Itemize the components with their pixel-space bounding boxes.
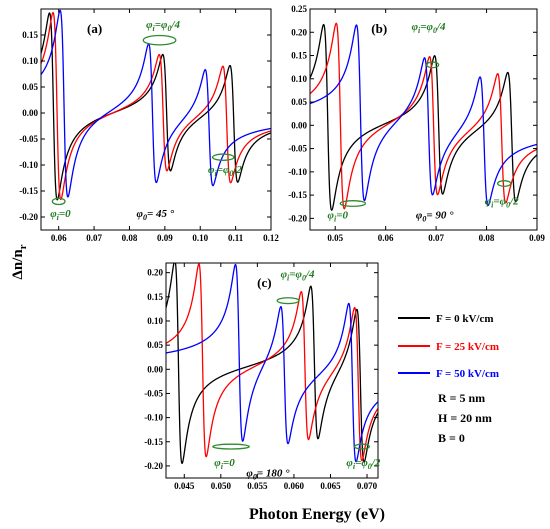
y-tick-label: 0.00 [147, 364, 163, 374]
x-tick-label: 0.09 [157, 233, 173, 243]
series-group [310, 22, 537, 211]
marker-ellipse [339, 200, 367, 207]
phi0-label: φ0= 45 ° [137, 208, 175, 222]
y-tick-label: 0.10 [22, 56, 38, 66]
y-tick-label: -0.15 [288, 190, 307, 200]
panel-label: (b) [371, 21, 387, 36]
x-tick-label: 0.055 [247, 481, 268, 491]
legend-label-f0: F = 0 kV/cm [436, 313, 494, 325]
x-tick-label: 0.045 [174, 481, 195, 491]
x-tick-label: 0.08 [479, 233, 495, 243]
marker-ellipse [142, 34, 177, 46]
x-tick-label: 0.060 [284, 481, 305, 491]
x-tick-label: 0.12 [263, 233, 279, 243]
y-tick-label: -0.05 [288, 144, 307, 154]
y-tick-label: -0.15 [19, 186, 38, 196]
x-tick-label: 0.10 [192, 233, 208, 243]
y-tick-label: -0.20 [144, 461, 163, 471]
x-tick-label: 0.11 [228, 233, 244, 243]
y-tick-label: 0.25 [291, 4, 307, 14]
series-line-2 [166, 263, 378, 462]
y-tick-label: -0.10 [19, 160, 38, 170]
marker-ellipse [497, 180, 512, 187]
panel-label: (c) [257, 275, 271, 290]
series-group [41, 9, 271, 201]
marker-ellipse [51, 197, 66, 206]
annotation-phi-i: φi=0 [214, 457, 235, 471]
legend: F = 0 kV/cm F = 25 kV/cm F = 50 kV/cm [398, 313, 499, 380]
marker-ellipse [276, 297, 300, 305]
series-line-2 [41, 11, 271, 200]
y-axis-title-subscript: r [17, 244, 29, 249]
x-tick-label: 0.07 [86, 233, 102, 243]
param-field-b: B = 0 [438, 431, 465, 445]
param-height: H = 20 nm [438, 411, 492, 425]
y-tick-label: 0.00 [22, 108, 38, 118]
y-tick-label: -0.20 [19, 212, 38, 222]
annotation-phi-i: φi=φ0/2 [485, 195, 519, 209]
y-tick-label: 0.05 [22, 82, 38, 92]
series-line-1 [41, 12, 271, 201]
series-line-3 [310, 24, 537, 207]
x-tick-label: 0.07 [428, 233, 444, 243]
marker-ellipse [425, 61, 440, 69]
y-tick-label: 0.10 [147, 316, 163, 326]
y-tick-label: 0.10 [291, 74, 307, 84]
annotation-phi-i: φi=φ0/2 [346, 457, 380, 471]
x-tick-label: 0.05 [327, 233, 343, 243]
y-axis-title: Δn/nr [10, 244, 29, 279]
plot-frame [40, 8, 272, 231]
y-tick-label: -0.10 [288, 167, 307, 177]
panel-2: 0.05 0.06 0.07 0.08 0.09 -0.20 -0.15 -0.10 -0.05… [288, 4, 545, 243]
y-tick-label: 0.20 [291, 27, 307, 37]
y-tick-label: 0.20 [147, 268, 163, 278]
marker-ellipse [353, 443, 370, 450]
y-tick-label: 0.15 [147, 292, 163, 302]
legend-label-f50: F = 50 kV/cm [436, 368, 499, 380]
x-tick-label: 0.09 [529, 233, 545, 243]
y-tick-label: 0.05 [291, 97, 307, 107]
x-tick-label: 0.070 [357, 481, 378, 491]
series-line-2 [310, 22, 537, 210]
y-tick-label: 0.00 [291, 120, 307, 130]
y-tick-label: 0.05 [147, 340, 163, 350]
y-tick-label: -0.10 [144, 413, 163, 423]
y-tick-label: -0.15 [144, 437, 163, 447]
series-line-3 [41, 9, 271, 198]
legend-label-f25: F = 25 kV/cm [436, 341, 499, 353]
x-tick-label: 0.065 [320, 481, 341, 491]
y-tick-label: 0.15 [291, 51, 307, 61]
x-tick-label: 0.050 [211, 481, 232, 491]
panel-1: 0.06 0.07 0.08 0.09 0.10 0.11 0.12 -0.20 -0.15 -0… [19, 8, 279, 243]
y-tick-label: -0.05 [144, 388, 163, 398]
param-radius: R = 5 nm [438, 391, 485, 405]
phi0-label: φ0= 90 ° [416, 209, 454, 223]
series-group [166, 263, 378, 465]
x-tick-label: 0.08 [122, 233, 138, 243]
x-axis-title: Photon Energy (eV) [249, 506, 385, 523]
annotation-phi-i: φi=φ0/4 [412, 21, 446, 35]
annotation-phi-i: φi=0 [50, 208, 71, 222]
plot-frame [165, 262, 379, 479]
y-tick-label: 0.15 [22, 30, 38, 40]
x-tick-label: 0.06 [378, 233, 394, 243]
series-line-1 [310, 23, 537, 211]
panels: 0.06 0.07 0.08 0.09 0.10 0.11 0.12 -0.20 -0.15 -0… [19, 4, 545, 491]
marker-ellipse [212, 443, 250, 450]
annotation-phi-i: φi=φ0/4 [281, 268, 315, 282]
marker-ellipse [211, 153, 235, 161]
annotation-phi-i: φi=0 [328, 209, 349, 223]
series-line-1 [166, 263, 378, 465]
plot-frame [309, 8, 538, 231]
panel-3: 0.045 0.050 0.055 0.060 0.065 0.070 -0.20 -0.15… [144, 262, 381, 491]
phi0-label: φ0= 180 ° [246, 468, 290, 482]
y-tick-label: -0.20 [288, 213, 307, 223]
x-tick-label: 0.06 [51, 233, 67, 243]
annotation-phi-i: φi=φ0/4 [146, 19, 180, 33]
panel-label: (a) [87, 21, 102, 36]
y-tick-label: -0.05 [19, 134, 38, 144]
annotation-phi-i: φi=φ0/2 [208, 164, 242, 178]
series-line-3 [166, 263, 378, 463]
